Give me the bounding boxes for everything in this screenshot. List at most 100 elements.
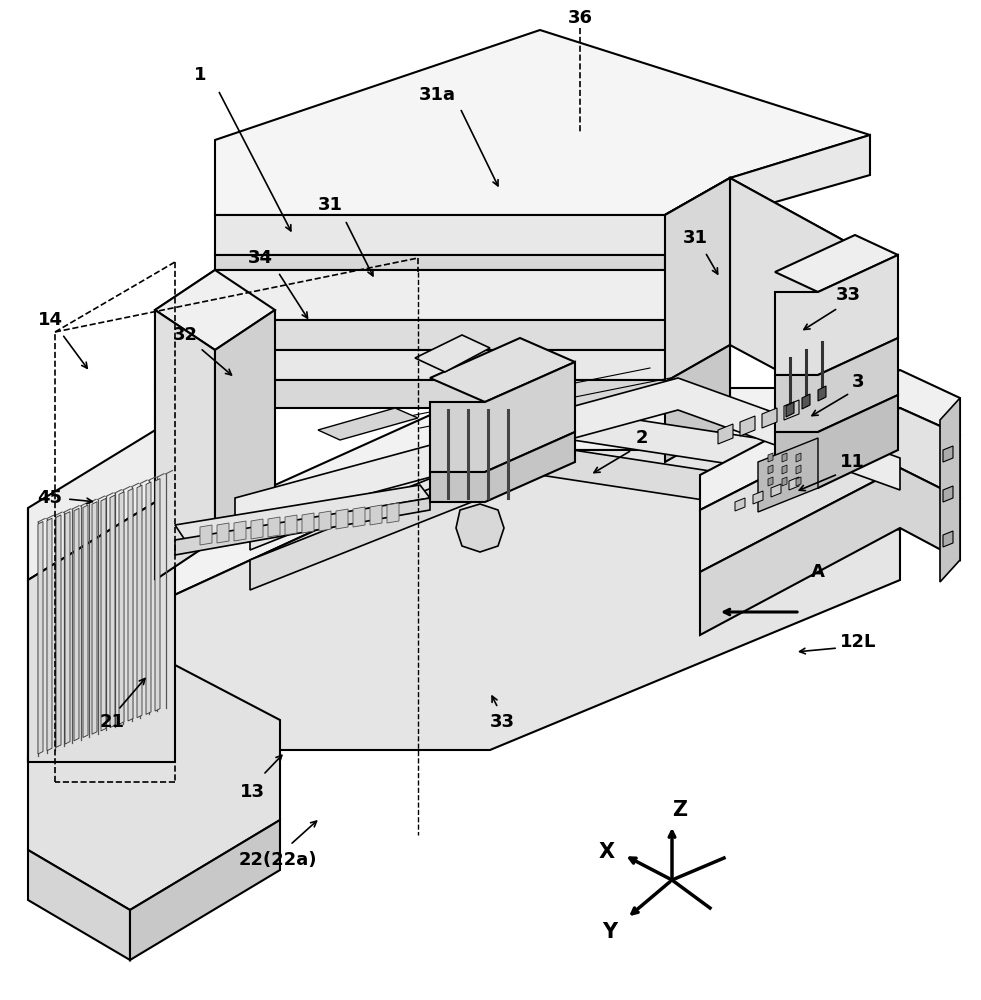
Polygon shape — [285, 515, 297, 535]
Text: 21: 21 — [99, 713, 125, 731]
Polygon shape — [353, 507, 365, 527]
Polygon shape — [83, 505, 88, 738]
Polygon shape — [217, 523, 229, 543]
Polygon shape — [762, 408, 777, 428]
Polygon shape — [318, 408, 418, 440]
Text: 33: 33 — [490, 713, 514, 731]
Text: 1: 1 — [194, 66, 206, 84]
Polygon shape — [101, 498, 106, 731]
Polygon shape — [319, 511, 331, 531]
Polygon shape — [175, 485, 430, 540]
Polygon shape — [92, 502, 97, 734]
Polygon shape — [128, 488, 133, 721]
Polygon shape — [130, 820, 280, 960]
Polygon shape — [786, 402, 794, 417]
Polygon shape — [110, 495, 115, 728]
Polygon shape — [119, 492, 124, 724]
Polygon shape — [665, 345, 730, 462]
Text: 32: 32 — [173, 326, 197, 344]
Polygon shape — [775, 255, 898, 375]
Text: 31: 31 — [683, 229, 707, 247]
Polygon shape — [796, 465, 801, 474]
Polygon shape — [796, 477, 801, 486]
Polygon shape — [775, 235, 898, 292]
Polygon shape — [789, 477, 799, 490]
Polygon shape — [730, 178, 870, 420]
Polygon shape — [146, 482, 151, 714]
Polygon shape — [155, 270, 730, 360]
Polygon shape — [943, 486, 953, 502]
Polygon shape — [250, 405, 900, 550]
Polygon shape — [137, 485, 142, 718]
Text: 45: 45 — [37, 489, 63, 507]
Polygon shape — [175, 498, 430, 555]
Polygon shape — [796, 453, 801, 462]
Polygon shape — [430, 432, 575, 502]
Text: 14: 14 — [37, 311, 63, 329]
Polygon shape — [782, 465, 787, 474]
Polygon shape — [943, 446, 953, 462]
Polygon shape — [753, 491, 763, 504]
Polygon shape — [65, 512, 70, 744]
Polygon shape — [775, 395, 898, 488]
Polygon shape — [430, 362, 575, 472]
Polygon shape — [215, 135, 870, 255]
Polygon shape — [665, 178, 870, 292]
Text: 31: 31 — [318, 196, 342, 214]
Polygon shape — [28, 665, 280, 910]
Polygon shape — [268, 517, 280, 537]
Polygon shape — [768, 477, 773, 486]
Polygon shape — [802, 394, 810, 409]
Polygon shape — [235, 378, 900, 530]
Text: 13: 13 — [239, 783, 265, 801]
Polygon shape — [74, 508, 79, 741]
Polygon shape — [215, 30, 870, 215]
Polygon shape — [771, 484, 781, 497]
Polygon shape — [28, 850, 130, 960]
Polygon shape — [718, 424, 733, 444]
Text: Z: Z — [672, 800, 688, 820]
Polygon shape — [155, 270, 275, 350]
Text: A: A — [811, 563, 825, 581]
Polygon shape — [735, 498, 745, 511]
Polygon shape — [782, 453, 787, 462]
Text: X: X — [599, 842, 615, 862]
Polygon shape — [784, 400, 799, 420]
Polygon shape — [758, 438, 818, 512]
Text: 22(22a): 22(22a) — [238, 851, 317, 869]
Polygon shape — [456, 504, 504, 552]
Polygon shape — [768, 465, 773, 474]
Polygon shape — [28, 418, 175, 580]
Polygon shape — [818, 386, 826, 401]
Text: 34: 34 — [247, 249, 273, 267]
Polygon shape — [47, 518, 52, 751]
Polygon shape — [120, 450, 900, 750]
Text: 3: 3 — [852, 373, 864, 391]
Polygon shape — [251, 519, 263, 539]
Polygon shape — [740, 416, 755, 436]
Polygon shape — [665, 178, 730, 382]
Polygon shape — [215, 255, 665, 270]
Polygon shape — [215, 310, 275, 540]
Polygon shape — [387, 503, 399, 523]
Polygon shape — [370, 505, 382, 525]
Polygon shape — [700, 468, 960, 635]
Polygon shape — [56, 515, 61, 747]
Polygon shape — [234, 521, 246, 541]
Polygon shape — [155, 479, 160, 711]
Polygon shape — [430, 338, 575, 402]
Text: 31a: 31a — [419, 86, 455, 104]
Polygon shape — [155, 350, 730, 420]
Polygon shape — [38, 522, 43, 754]
Polygon shape — [302, 513, 314, 533]
Text: 11: 11 — [840, 453, 864, 471]
Polygon shape — [940, 398, 960, 582]
Polygon shape — [415, 335, 490, 372]
Text: 2: 2 — [636, 429, 648, 447]
Text: 12L: 12L — [840, 633, 876, 651]
Polygon shape — [200, 525, 212, 545]
Polygon shape — [120, 388, 900, 620]
Polygon shape — [700, 370, 960, 510]
Text: Y: Y — [602, 922, 618, 942]
Text: 36: 36 — [567, 9, 593, 27]
